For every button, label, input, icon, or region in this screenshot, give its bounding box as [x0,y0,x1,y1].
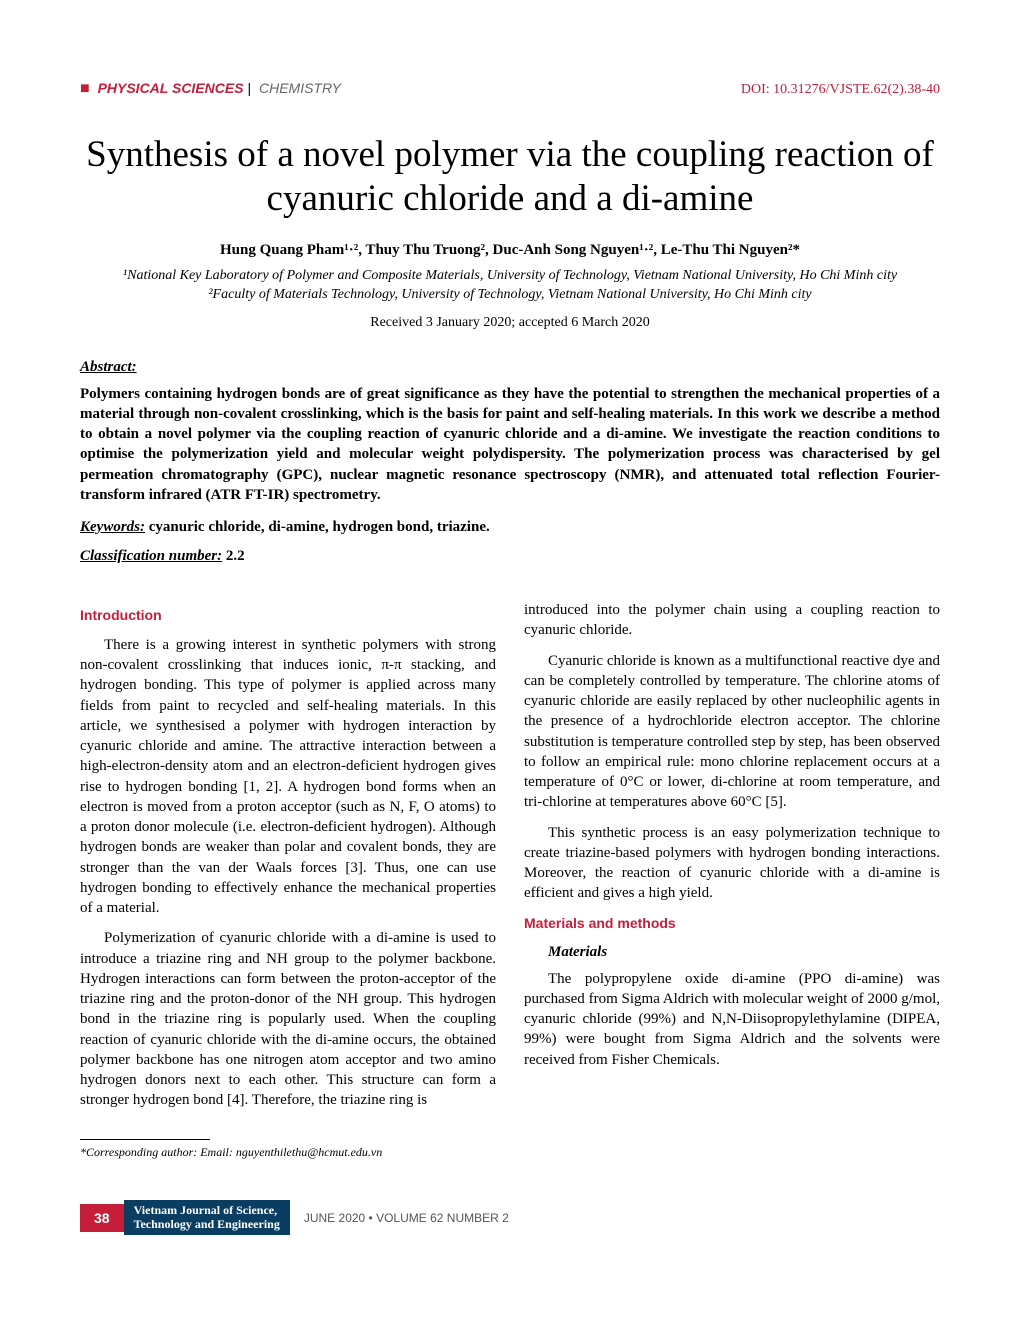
article-title: Synthesis of a novel polymer via the cou… [80,133,940,222]
body-paragraph: There is a growing interest in synthetic… [80,635,496,919]
section-header: ■ PHYSICAL SCIENCES | CHEMISTRY [80,80,341,98]
doi-link[interactable]: DOI: 10.31276/VJSTE.62(2).38-40 [741,82,940,98]
right-column: introduced into the polymer chain using … [524,600,940,1160]
materials-methods-heading: Materials and methods [524,914,940,933]
section-sub-label: CHEMISTRY [259,80,341,96]
keywords-label: Keywords: [80,519,145,535]
issue-info: JUNE 2020 • VOLUME 62 NUMBER 2 [304,1211,509,1225]
body-paragraph: introduced into the polymer chain using … [524,600,940,641]
abstract-text: Polymers containing hydrogen bonds are o… [80,384,940,506]
body-paragraph: This synthetic process is an easy polyme… [524,823,940,904]
abstract-block: Abstract: Polymers containing hydrogen b… [80,359,940,566]
journal-line-2: Technology and Engineering [134,1217,280,1231]
affiliations: ¹National Key Laboratory of Polymer and … [80,267,940,305]
article-dates: Received 3 January 2020; accepted 6 Marc… [80,315,940,331]
section-divider: | [247,80,251,96]
abstract-label: Abstract: [80,359,940,376]
page-footer: 38 Vietnam Journal of Science, Technolog… [80,1200,940,1236]
classification-value: 2.2 [226,548,245,564]
keywords-line: Keywords: cyanuric chloride, di-amine, h… [80,519,940,536]
introduction-heading: Introduction [80,606,496,625]
materials-subheading: Materials [524,942,940,962]
corresponding-author-footnote: *Corresponding author: Email: nguyenthil… [80,1144,496,1160]
footnote-rule [80,1139,210,1140]
affiliation-line: ²Faculty of Materials Technology, Univer… [80,286,940,305]
two-column-body: Introduction There is a growing interest… [80,600,940,1160]
keywords-values: cyanuric chloride, di-amine, hydrogen bo… [149,519,490,535]
journal-badge: Vietnam Journal of Science, Technology a… [124,1200,290,1236]
journal-line-1: Vietnam Journal of Science, [134,1203,278,1217]
classification-line: Classification number: 2.2 [80,548,940,565]
body-paragraph: Cyanuric chloride is known as a multifun… [524,651,940,813]
left-column: Introduction There is a growing interest… [80,600,496,1160]
section-marker-icon: ■ [80,80,90,97]
classification-label: Classification number: [80,548,222,564]
section-main-label: PHYSICAL SCIENCES [98,80,244,96]
body-paragraph: The polypropylene oxide di-amine (PPO di… [524,969,940,1070]
page-header: ■ PHYSICAL SCIENCES | CHEMISTRY DOI: 10.… [80,80,940,98]
authors-list: Hung Quang Pham¹·², Thuy Thu Truong², Du… [80,242,940,259]
affiliation-line: ¹National Key Laboratory of Polymer and … [80,267,940,286]
page-number: 38 [80,1204,124,1232]
body-paragraph: Polymerization of cyanuric chloride with… [80,928,496,1110]
